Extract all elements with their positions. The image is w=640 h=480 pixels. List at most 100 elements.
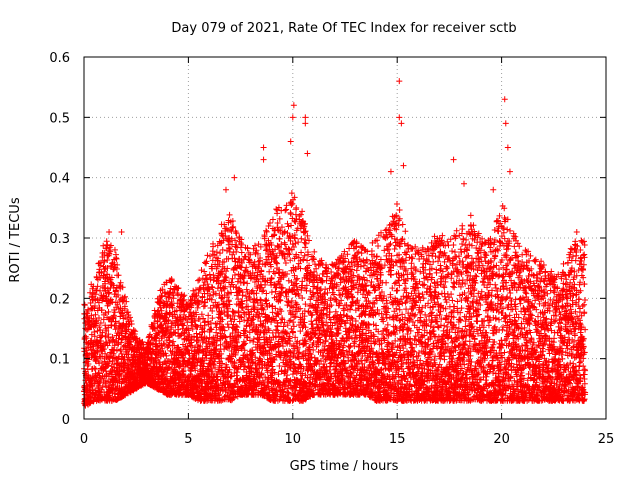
data-point xyxy=(115,292,122,299)
data-point xyxy=(122,333,129,340)
data-point xyxy=(84,307,91,314)
data-point xyxy=(101,266,108,273)
data-point xyxy=(101,258,108,265)
data-point xyxy=(282,260,289,267)
data-point xyxy=(102,322,109,329)
data-point xyxy=(104,285,111,292)
data-point xyxy=(110,381,117,388)
data-point xyxy=(111,347,118,354)
data-point xyxy=(139,339,146,346)
data-point xyxy=(128,321,135,328)
data-point xyxy=(107,248,114,255)
data-point xyxy=(98,306,105,313)
data-point xyxy=(92,318,99,325)
data-point xyxy=(327,360,334,367)
data-point xyxy=(322,338,329,345)
data-point xyxy=(94,283,101,290)
data-point xyxy=(118,332,125,339)
data-point xyxy=(302,244,309,251)
data-point xyxy=(226,211,233,218)
data-point xyxy=(112,326,119,333)
data-point xyxy=(190,287,197,294)
data-point xyxy=(104,271,111,278)
data-point xyxy=(293,206,300,213)
data-point xyxy=(88,312,95,319)
data-point xyxy=(108,274,115,281)
data-point xyxy=(273,310,280,317)
data-point xyxy=(299,208,306,215)
data-point xyxy=(118,339,125,346)
data-point xyxy=(128,317,135,324)
data-point xyxy=(95,315,102,322)
data-point xyxy=(209,308,216,315)
data-point xyxy=(110,312,117,319)
data-point xyxy=(341,248,348,255)
data-point xyxy=(244,280,251,287)
data-point xyxy=(105,362,112,369)
data-point xyxy=(98,359,105,366)
data-point xyxy=(238,249,245,256)
data-point xyxy=(298,235,305,242)
data-point xyxy=(122,293,129,300)
data-point xyxy=(111,390,118,397)
data-point xyxy=(204,252,211,259)
data-point xyxy=(105,300,112,307)
data-point xyxy=(122,360,129,367)
data-point xyxy=(106,250,113,257)
data-point xyxy=(201,259,208,266)
data-point xyxy=(91,329,98,336)
data-point xyxy=(95,369,102,376)
data-point xyxy=(332,296,339,303)
data-point xyxy=(106,358,113,365)
data-point xyxy=(102,310,109,317)
data-point xyxy=(345,258,352,265)
data-point xyxy=(130,327,137,334)
data-point xyxy=(151,320,158,327)
data-point xyxy=(282,207,289,214)
data-point xyxy=(111,246,118,253)
data-point xyxy=(152,350,159,357)
data-points xyxy=(81,78,589,409)
data-point xyxy=(187,309,194,316)
data-point xyxy=(105,308,112,315)
data-point xyxy=(92,365,99,372)
data-point xyxy=(288,190,295,197)
data-point xyxy=(94,339,101,346)
data-point xyxy=(109,260,116,267)
data-point xyxy=(346,344,353,351)
data-point xyxy=(95,299,102,306)
data-point xyxy=(91,333,98,340)
data-point xyxy=(209,315,216,322)
data-point xyxy=(113,255,120,262)
data-point xyxy=(96,324,103,331)
data-point xyxy=(353,267,360,274)
data-point xyxy=(125,351,132,358)
data-point xyxy=(106,289,113,296)
data-point xyxy=(351,343,358,350)
data-point xyxy=(243,264,250,271)
data-point xyxy=(97,319,104,326)
data-point xyxy=(91,365,98,372)
data-point xyxy=(95,382,102,389)
data-point xyxy=(213,329,220,336)
data-point xyxy=(92,311,99,318)
data-point xyxy=(296,212,303,219)
data-point xyxy=(115,272,122,279)
data-point xyxy=(121,367,128,374)
data-point xyxy=(250,335,257,342)
data-point xyxy=(102,350,109,357)
data-point xyxy=(269,216,276,223)
data-point xyxy=(252,242,259,249)
data-point xyxy=(96,274,103,281)
data-point xyxy=(104,342,111,349)
data-point xyxy=(125,321,132,328)
data-point xyxy=(121,303,128,310)
data-point xyxy=(118,350,125,357)
data-point xyxy=(107,353,114,360)
data-point xyxy=(302,240,309,247)
data-point xyxy=(332,308,339,315)
data-point xyxy=(153,343,160,350)
data-point xyxy=(130,370,137,377)
data-point xyxy=(114,301,121,308)
